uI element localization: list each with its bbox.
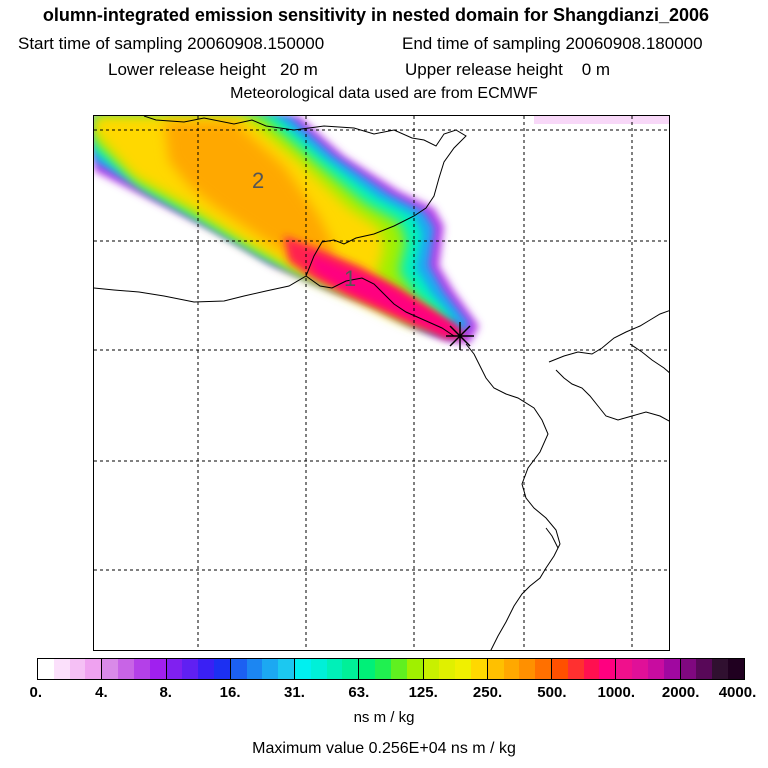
color-scale-segment: [310, 659, 327, 679]
color-scale-segment: [69, 659, 86, 679]
color-scale-segment: [455, 659, 471, 679]
color-scale-segment: [616, 659, 633, 679]
color-scale-bar: [37, 658, 745, 680]
lower-release-label: Lower release height 20 m: [108, 60, 318, 79]
met-data-label: Meteorological data used are from ECMWF: [230, 85, 538, 102]
coastline-peninsula-east: [465, 343, 561, 650]
coastlines: [94, 116, 669, 650]
coastline-island: [545, 527, 559, 549]
color-scale-segment: [423, 659, 440, 679]
color-scale-segment: [133, 659, 150, 679]
color-scale-segment: [102, 659, 119, 679]
color-scale-segment: [406, 659, 424, 679]
receptor-star-icon: [446, 322, 474, 350]
start-time-label: Start time of sampling 20060908.150000: [18, 34, 325, 53]
contour-label-1: 1: [344, 266, 356, 291]
color-scale-segment: [712, 659, 728, 679]
color-scale-segment: [359, 659, 376, 679]
color-scale-segment: [149, 659, 167, 679]
plot-title: olumn-integrated emission sensitivity in…: [42, 5, 710, 25]
color-scale-segment: [278, 659, 295, 679]
emission-plume: [94, 116, 669, 344]
color-scale-segment: [487, 659, 504, 679]
color-scale-segment: [230, 659, 247, 679]
map-panel: 2 1: [93, 115, 670, 651]
color-scale-segment: [38, 659, 54, 679]
color-scale-tick-label: 4.: [95, 684, 108, 701]
color-scale-units: ns m / kg: [353, 709, 415, 726]
color-scale-segment: [583, 659, 600, 679]
plume-orange-zone: [164, 121, 334, 266]
color-scale-segment: [567, 659, 584, 679]
color-scale-segment: [342, 659, 360, 679]
plume-top-right-fringe: [534, 116, 669, 124]
color-scale-segment: [166, 659, 183, 679]
color-scale-tick-label: 63.: [348, 684, 370, 701]
coastline-bohai: [305, 275, 455, 337]
color-scale-tick-label: 125.: [408, 684, 438, 701]
map-canvas: 2 1: [94, 116, 669, 650]
maximum-value-label: Maximum value 0.256E+04 ns m / kg: [252, 740, 516, 757]
color-scale-segment: [599, 659, 617, 679]
upper-release-label: Upper release height 0 m: [405, 60, 611, 79]
color-scale-segment: [663, 659, 681, 679]
color-scale-tick-label: 1000.: [597, 684, 636, 701]
color-scale-segment: [326, 659, 343, 679]
color-scale-tick-label: 31.: [284, 684, 305, 701]
contour-label-2: 2: [252, 168, 264, 193]
color-scale-segment: [198, 659, 214, 679]
color-scale-tick-label: 4000.: [718, 684, 757, 701]
color-scale-tick-label: 2000.: [661, 684, 700, 701]
color-scale-tick-label: 8.: [159, 684, 172, 701]
color-scale-segment: [696, 659, 713, 679]
color-scale-segment: [390, 659, 407, 679]
coastline-north: [94, 116, 467, 303]
color-scale-tick-label: 16.: [219, 684, 241, 701]
color-scale-segment: [535, 659, 552, 679]
color-scale-segment: [246, 659, 263, 679]
color-scale-segment: [375, 659, 391, 679]
color-scale-tick-labels: 0. 4. 8. 16. 31. 63. 125. 250. 500. 1000. 2000. 400…: [0, 684, 768, 704]
color-scale-segment: [519, 659, 536, 679]
color-scale-segment: [213, 659, 231, 679]
color-scale-segment: [632, 659, 648, 679]
color-scale-segment: [295, 659, 311, 679]
lat-lon-grid: [94, 116, 669, 650]
color-scale-segment: [647, 659, 664, 679]
color-scale-segment: [182, 659, 199, 679]
color-scale-segment: [470, 659, 488, 679]
color-scale-segment: [118, 659, 134, 679]
color-scale-tick-label: 250.: [472, 684, 503, 701]
color-scale-segment: [85, 659, 103, 679]
coastline-korea-south: [555, 369, 669, 422]
color-scale-tick-label: 500.: [537, 684, 567, 701]
color-scale-segment: [552, 659, 568, 679]
border-inner: [629, 343, 669, 373]
color-scale-segment: [680, 659, 697, 679]
end-time-label: End time of sampling 20060908.180000: [402, 34, 703, 53]
color-scale-segment: [439, 659, 456, 679]
color-scale-tick-label: 0.: [29, 684, 43, 701]
color-scale-segment: [53, 659, 70, 679]
color-scale-segment: [727, 659, 744, 679]
color-scale-segment: [262, 659, 279, 679]
color-scale-segment: [503, 659, 520, 679]
coastline-korea: [548, 310, 669, 363]
